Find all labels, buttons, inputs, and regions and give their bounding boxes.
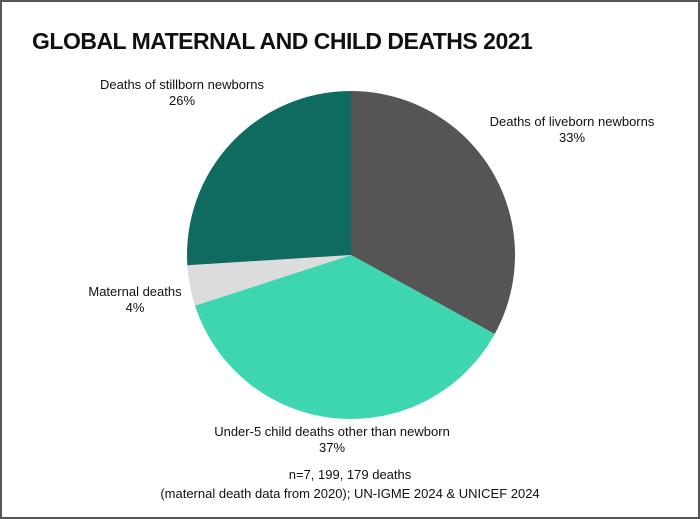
pie-slice-stillborn <box>187 91 351 266</box>
slice-value-label: 26% <box>168 93 196 108</box>
sample-size-note: n=7, 199, 179 deaths <box>288 467 412 482</box>
chart-title: GLOBAL MATERNAL AND CHILD DEATHS 2021 <box>32 28 533 54</box>
source-note: (maternal death data from 2020); UN-IGME… <box>160 486 540 501</box>
chart-footnote: n=7, 199, 179 deaths (maternal death dat… <box>2 465 698 503</box>
pie-slice-liveborn <box>351 90 515 335</box>
slice-label-liveborn: Deaths of liveborn newborns 33% <box>472 114 672 146</box>
slice-label-under5: Under-5 child deaths other than newborn … <box>172 424 492 456</box>
slice-label-text: Deaths of stillborn newborns <box>99 77 265 92</box>
slice-label-text: Maternal deaths <box>88 284 182 299</box>
slice-label-text: Deaths of liveborn newborns <box>489 114 655 129</box>
slice-value-label: 33% <box>558 130 586 145</box>
pie-slice-maternal <box>187 255 351 306</box>
slice-label-maternal: Maternal deaths 4% <box>70 284 200 316</box>
slice-value-label: 4% <box>125 300 145 315</box>
slice-label-stillborn: Deaths of stillborn newborns 26% <box>62 77 302 109</box>
slice-value-label: 37% <box>318 440 346 455</box>
pie-slice-under5 <box>195 255 495 420</box>
slice-label-text: Under-5 child deaths other than newborn <box>214 424 450 439</box>
